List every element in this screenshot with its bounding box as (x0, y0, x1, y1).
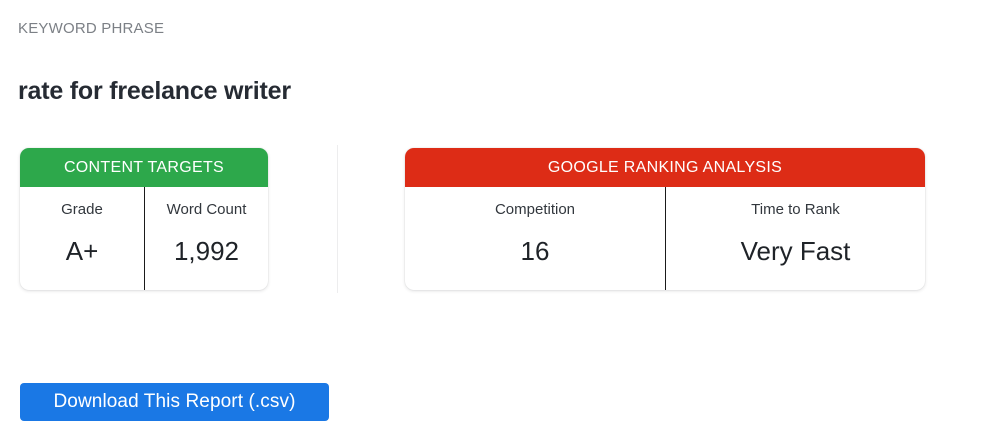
keyword-phrase-label: KEYWORD PHRASE (18, 20, 165, 37)
metric-time-to-rank: Time to Rank Very Fast (665, 187, 925, 290)
metric-competition-value: 16 (520, 236, 550, 266)
metric-competition-label: Competition (494, 201, 576, 218)
metric-word-count-value: 1,992 (173, 236, 240, 266)
metric-grade: Grade A+ (20, 187, 144, 290)
card-google-ranking-analysis-body: Competition 16 Time to Rank Very Fast (405, 187, 925, 290)
metric-competition: Competition 16 (405, 187, 665, 290)
metric-time-to-rank-value: Very Fast (740, 236, 851, 266)
metric-grade-label: Grade (61, 201, 103, 218)
download-report-button[interactable]: Download This Report (.csv) (20, 383, 329, 421)
card-content-targets-body: Grade A+ Word Count 1,992 (20, 187, 268, 290)
card-google-ranking-analysis: GOOGLE RANKING ANALYSIS Competition 16 T… (405, 148, 925, 290)
card-content-targets: CONTENT TARGETS Grade A+ Word Count 1,99… (20, 148, 268, 290)
metric-time-to-rank-label: Time to Rank (751, 201, 840, 218)
metric-word-count-label: Word Count (166, 201, 247, 218)
card-content-targets-title: CONTENT TARGETS (20, 148, 268, 187)
metric-word-count: Word Count 1,992 (144, 187, 268, 290)
card-google-ranking-analysis-title: GOOGLE RANKING ANALYSIS (405, 148, 925, 187)
metric-grade-value: A+ (65, 236, 99, 266)
section-divider (337, 145, 338, 293)
keyword-phrase-value: rate for freelance writer (18, 76, 291, 105)
